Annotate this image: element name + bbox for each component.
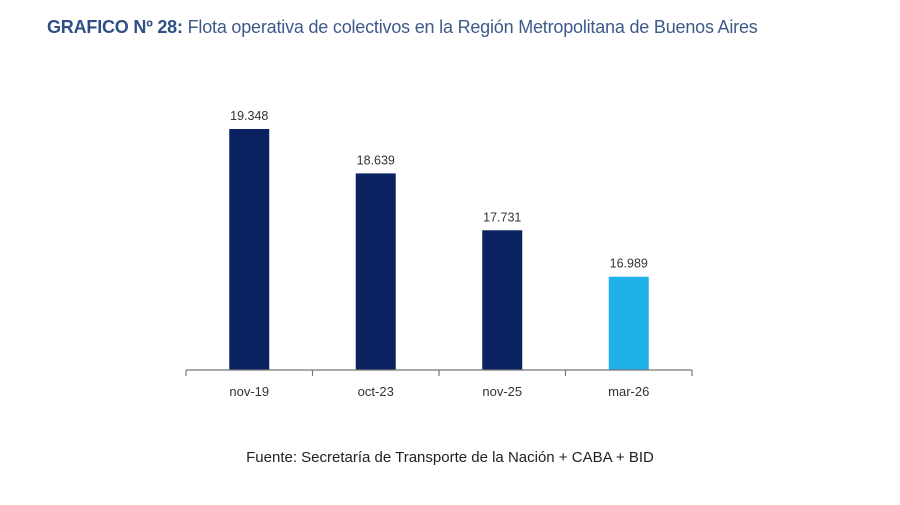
x-tick-label: nov-25 xyxy=(482,384,522,399)
x-tick-label: mar-26 xyxy=(608,384,649,399)
data-label: 17.731 xyxy=(483,210,521,224)
chart-title: GRAFICO Nº 28: Flota operativa de colect… xyxy=(47,17,758,38)
data-label: 16.989 xyxy=(610,257,648,271)
chart-title-text: Flota operativa de colectivos en la Regi… xyxy=(187,17,758,37)
source-note: Fuente: Secretaría de Transporte de la N… xyxy=(246,449,654,466)
chart-title-prefix: GRAFICO Nº 28: xyxy=(47,17,183,37)
bar-chart: 19.348 18.639 17.731 16.989 nov-19 oct-23 nov… xyxy=(185,109,693,399)
data-label: 19.348 xyxy=(230,109,268,123)
bar-nov-25 xyxy=(482,230,523,370)
bar-nov-19 xyxy=(229,129,270,370)
bar-mar-26 xyxy=(608,276,649,370)
x-tick-label: nov-19 xyxy=(229,384,269,399)
data-label: 18.639 xyxy=(357,153,395,167)
bar-oct-23 xyxy=(355,173,396,370)
x-tick-label: oct-23 xyxy=(358,384,394,399)
